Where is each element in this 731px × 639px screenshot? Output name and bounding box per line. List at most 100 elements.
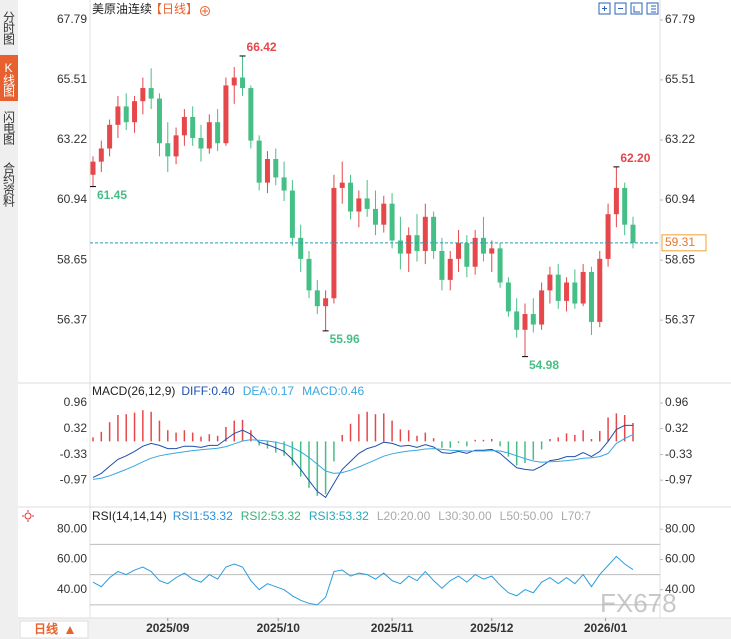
- add-icon[interactable]: [200, 6, 210, 16]
- y-tick-label: -0.33: [60, 447, 88, 461]
- low-label: 61.45: [97, 188, 127, 202]
- y-tick-label: -0.97: [60, 472, 88, 486]
- macd-bar: [142, 410, 144, 442]
- macd-bar: [416, 435, 418, 442]
- legend-entry: L50:50.00: [500, 509, 554, 523]
- macd-bar: [167, 430, 169, 442]
- macd-bar: [316, 441, 319, 496]
- candle-body: [115, 106, 121, 125]
- macd-bar: [358, 414, 360, 442]
- macd-bar: [308, 441, 310, 488]
- candle-body: [206, 122, 212, 149]
- y-tick-label-right: 80.00: [665, 521, 695, 535]
- candle-body: [597, 258, 603, 322]
- candle-body: [90, 161, 96, 175]
- candle-body: [356, 198, 362, 212]
- macd-bar: [524, 441, 526, 463]
- sidebar: [0, 0, 18, 639]
- macd-bar: [383, 413, 385, 442]
- candle-body: [431, 216, 437, 251]
- macd-bar: [607, 417, 609, 442]
- candle-body: [331, 187, 337, 299]
- legend-entry: RSI1:53.32: [173, 509, 233, 523]
- period-arrow[interactable]: [66, 626, 74, 634]
- macd-bar: [399, 429, 402, 442]
- macd-bar: [491, 439, 493, 442]
- candle-body: [173, 135, 179, 157]
- macd-bar: [100, 431, 103, 442]
- y-tick-label-right: 40.00: [665, 582, 695, 596]
- y-tick-label-right: 65.51: [665, 72, 695, 86]
- candle-body: [406, 235, 412, 254]
- candle-body: [165, 143, 171, 157]
- candle-body: [256, 140, 262, 183]
- macd-bar: [590, 439, 593, 442]
- y-tick-label: 0.96: [64, 395, 88, 409]
- macd-bar: [341, 435, 343, 442]
- candle-body: [314, 290, 320, 307]
- macd-bar: [258, 441, 260, 446]
- x-tick-label: 2026/01: [584, 621, 628, 635]
- candle-body: [339, 182, 345, 188]
- candle-body: [281, 177, 287, 191]
- candle-body: [364, 198, 370, 209]
- candle-body: [630, 224, 636, 243]
- macd-bar: [574, 435, 576, 442]
- tab-active[interactable]: K线图: [0, 55, 18, 101]
- candle-body: [140, 88, 146, 102]
- candle-body: [181, 116, 187, 136]
- macd-bar: [191, 432, 194, 442]
- macd-bar: [225, 427, 227, 442]
- macd-bar: [175, 432, 177, 442]
- candle-body: [215, 122, 221, 144]
- macd-bar: [632, 423, 634, 442]
- tab[interactable]: 分时图: [1, 10, 16, 44]
- legend-entry: RSI3:53.32: [309, 509, 369, 523]
- candle-body: [123, 106, 129, 123]
- candle-body: [372, 208, 378, 225]
- macd-bar: [200, 436, 202, 442]
- y-tick-label-right: 60.94: [665, 192, 695, 206]
- period-button[interactable]: 日线: [34, 621, 58, 636]
- candle-body: [422, 216, 428, 251]
- y-tick-label: 40.00: [57, 582, 87, 596]
- macd-bar: [424, 432, 427, 442]
- candle-body: [273, 158, 279, 178]
- y-tick-label: 0.32: [64, 421, 88, 435]
- candle-body: [514, 311, 520, 330]
- x-tick-label: 2025/09: [146, 621, 190, 635]
- macd-bar: [150, 411, 152, 442]
- candle-body: [248, 88, 254, 141]
- macd-bar: [183, 430, 186, 442]
- legend-entry: DIFF:0.40: [181, 384, 235, 398]
- macd-bar: [208, 434, 211, 442]
- macd-bar: [599, 431, 601, 442]
- candle-body: [389, 203, 395, 241]
- tab[interactable]: 闪电图: [1, 110, 16, 144]
- panel-title: MACD(26,12,9): [92, 384, 175, 398]
- macd-bar: [557, 437, 559, 442]
- rsi-line: [92, 555, 634, 606]
- candle-body: [323, 298, 329, 307]
- macd-bar: [615, 413, 618, 442]
- y-tick-label-right: -0.33: [665, 447, 693, 461]
- macd-bar: [449, 441, 451, 448]
- tab[interactable]: 合约资料: [1, 162, 16, 206]
- low-label: 54.98: [529, 358, 559, 372]
- macd-bar: [92, 437, 94, 442]
- candle-body: [497, 248, 503, 283]
- y-tick-label: 56.37: [57, 312, 87, 326]
- toolbar-icons[interactable]: [598, 2, 659, 15]
- macd-bar: [324, 441, 327, 495]
- y-tick-label-right: 58.65: [665, 252, 695, 266]
- macd-bar: [482, 439, 485, 442]
- candle-body: [464, 243, 470, 267]
- candle-body: [522, 314, 528, 330]
- candle-body: [240, 77, 246, 89]
- macd-bar: [250, 430, 252, 442]
- macd-bar: [565, 433, 568, 442]
- candle-body: [564, 282, 570, 301]
- candle-body: [107, 124, 113, 149]
